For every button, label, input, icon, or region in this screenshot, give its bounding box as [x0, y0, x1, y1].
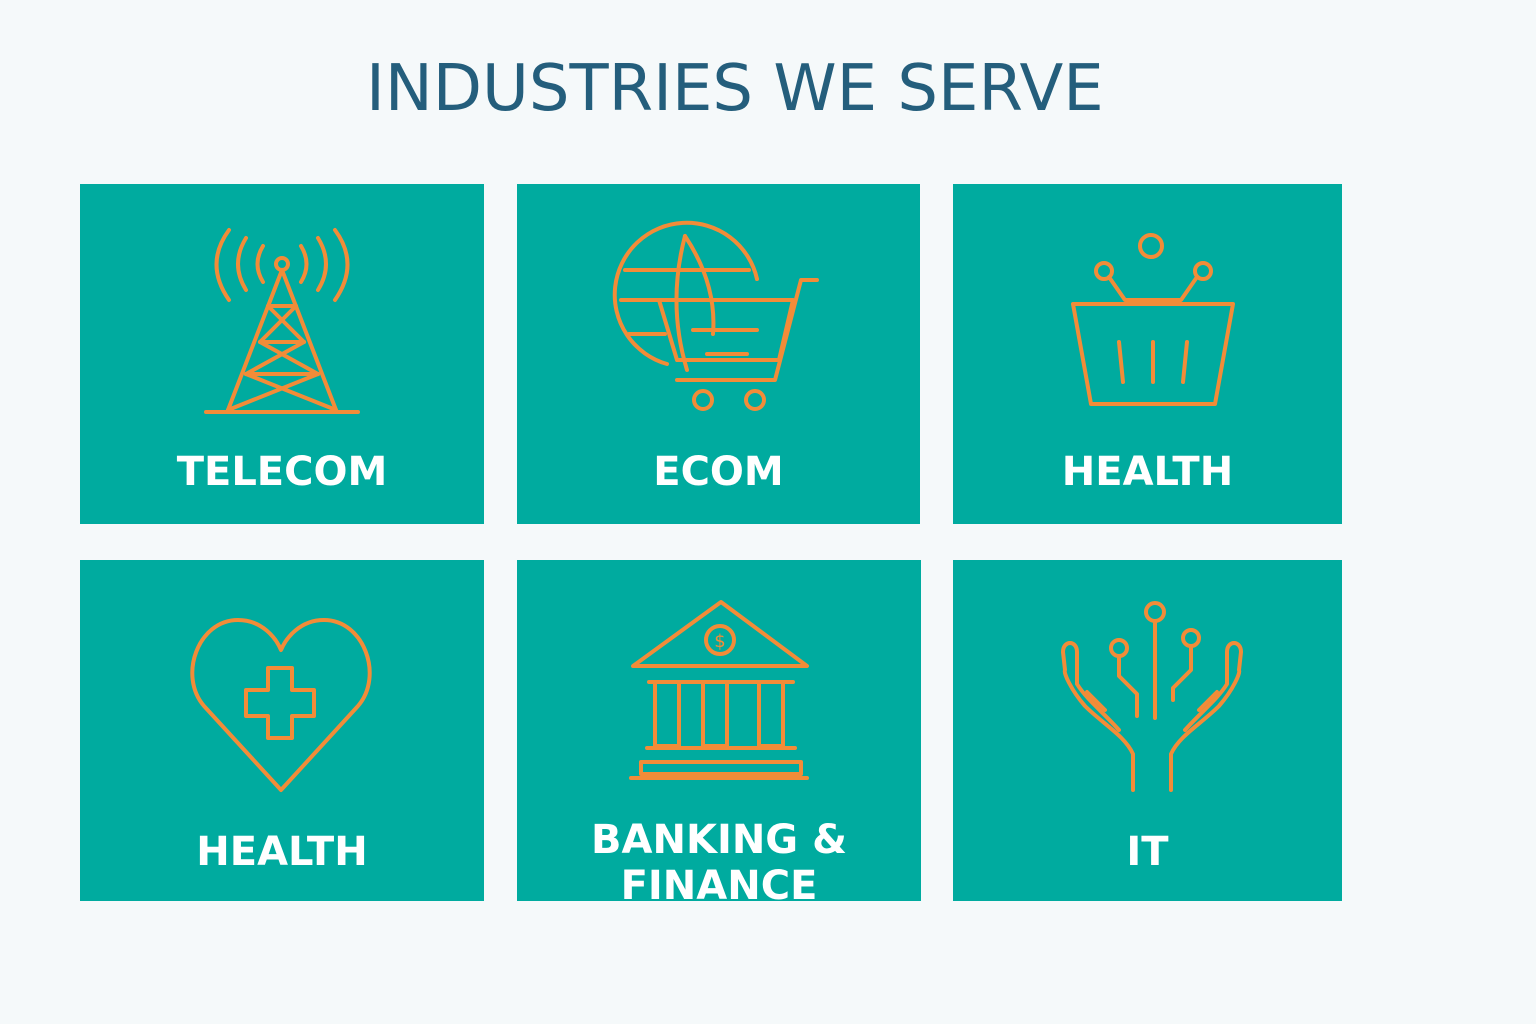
tile-label-line1: BANKING & — [591, 817, 847, 863]
heart-cross-icon — [190, 618, 372, 792]
hands-circuit-icon — [1061, 601, 1243, 792]
industry-tile-banking-finance[interactable]: $ BANKING & FINANCE — [517, 560, 921, 901]
tile-label: HEALTH — [196, 829, 368, 875]
industry-tile-telecom[interactable]: TELECOM — [80, 184, 484, 524]
tile-label: TELECOM — [176, 449, 388, 495]
industry-tile-it[interactable]: IT — [953, 560, 1342, 901]
globe-cart-icon — [612, 220, 819, 411]
bank-icon: $ — [629, 600, 809, 780]
tile-label: IT — [1126, 829, 1169, 875]
industry-tile-ecom[interactable]: ECOM — [517, 184, 920, 524]
dollar-sign: $ — [714, 631, 725, 652]
tile-label: ECOM — [653, 449, 784, 495]
tile-label: HEALTH — [1061, 449, 1234, 495]
tile-label-line2: FINANCE — [620, 863, 818, 901]
industry-tile-health[interactable]: HEALTH — [953, 184, 1342, 524]
industry-tile-health[interactable]: HEALTH — [80, 560, 484, 901]
basket-icon — [1071, 233, 1235, 406]
cell-tower-icon — [204, 228, 360, 414]
page-title: INDUSTRIES WE SERVE — [366, 52, 1104, 126]
